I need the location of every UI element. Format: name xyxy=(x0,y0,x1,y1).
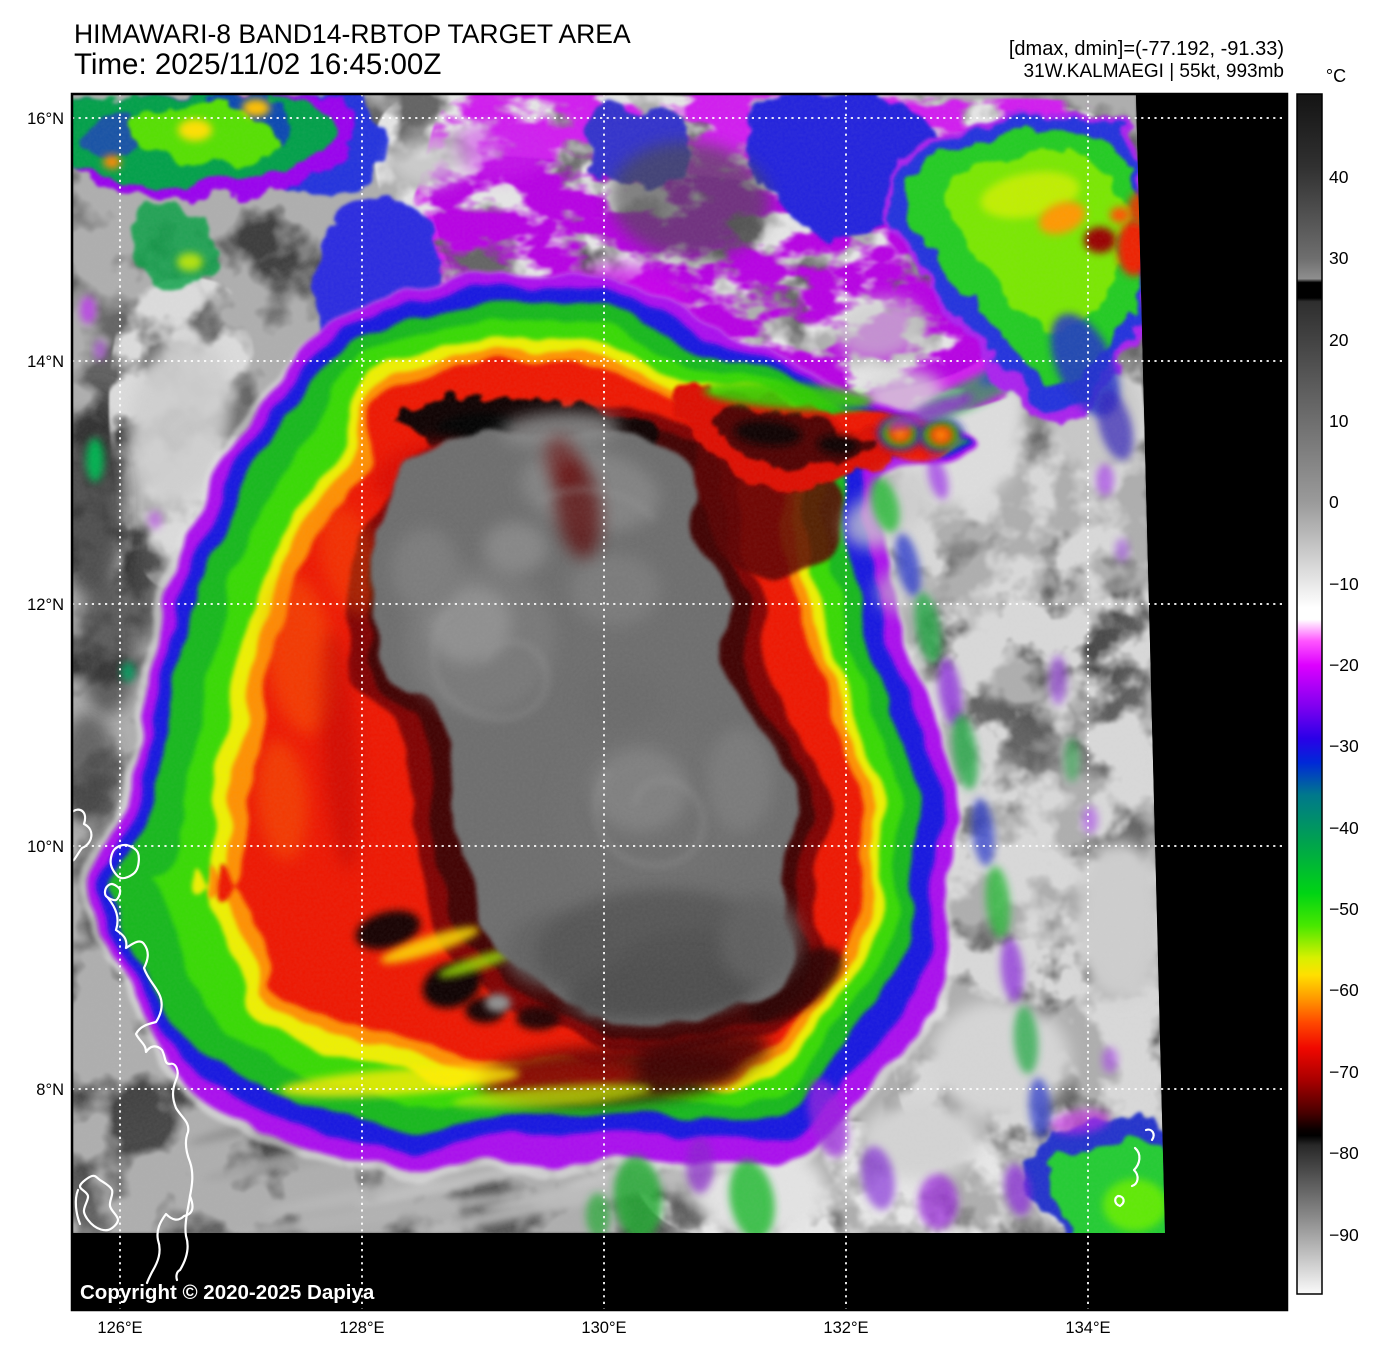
svg-text:12°N: 12°N xyxy=(27,596,64,614)
svg-text:−50: −50 xyxy=(1329,899,1359,919)
svg-text:−90: −90 xyxy=(1329,1225,1359,1245)
svg-text:Time: 2025/11/02 16:45:00Z: Time: 2025/11/02 16:45:00Z xyxy=(74,48,441,81)
svg-text:−80: −80 xyxy=(1329,1143,1359,1163)
svg-text:[dmax, dmin]=(-77.192, -91.33): [dmax, dmin]=(-77.192, -91.33) xyxy=(1009,38,1284,60)
svg-text:10: 10 xyxy=(1329,411,1349,431)
svg-text:−20: −20 xyxy=(1329,655,1359,675)
svg-text:16°N: 16°N xyxy=(27,110,64,128)
svg-text:−40: −40 xyxy=(1329,818,1359,838)
svg-text:HIMAWARI-8 BAND14-RBTOP TARGET: HIMAWARI-8 BAND14-RBTOP TARGET AREA xyxy=(74,19,631,49)
svg-text:134°E: 134°E xyxy=(1065,1319,1110,1337)
svg-text:8°N: 8°N xyxy=(36,1081,64,1099)
svg-text:132°E: 132°E xyxy=(823,1319,868,1337)
svg-text:40: 40 xyxy=(1329,167,1349,187)
svg-text:0: 0 xyxy=(1329,492,1339,512)
svg-text:30: 30 xyxy=(1329,248,1349,268)
svg-text:−70: −70 xyxy=(1329,1062,1359,1082)
svg-text:Copyright © 2020-2025 Dapiya: Copyright © 2020-2025 Dapiya xyxy=(80,1281,375,1304)
svg-text:−30: −30 xyxy=(1329,736,1359,756)
svg-text:10°N: 10°N xyxy=(27,838,64,856)
svg-text:−60: −60 xyxy=(1329,980,1359,1000)
svg-text:126°E: 126°E xyxy=(97,1319,142,1337)
svg-text:31W.KALMAEGI | 55kt, 993mb: 31W.KALMAEGI | 55kt, 993mb xyxy=(1024,61,1285,82)
svg-text:128°E: 128°E xyxy=(339,1319,384,1337)
svg-text:14°N: 14°N xyxy=(27,353,64,371)
svg-text:130°E: 130°E xyxy=(581,1319,626,1337)
svg-text:−10: −10 xyxy=(1329,574,1359,594)
svg-text:20: 20 xyxy=(1329,330,1349,350)
svg-text:°C: °C xyxy=(1326,66,1346,86)
